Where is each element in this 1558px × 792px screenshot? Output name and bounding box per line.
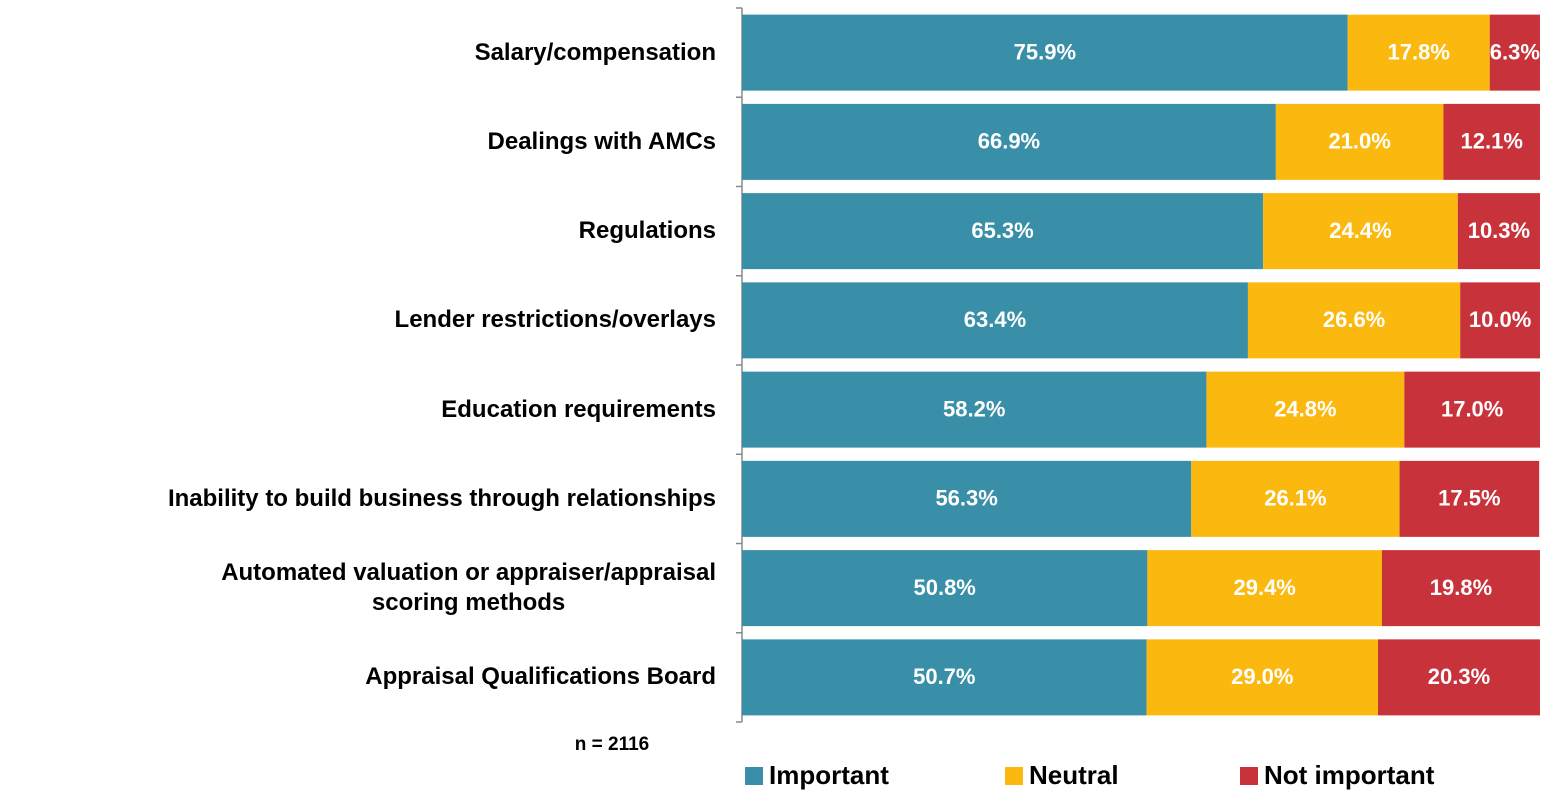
bar-segment (1457, 193, 1540, 270)
bar-segment (1191, 460, 1400, 537)
legend-label: Important (769, 760, 889, 790)
data-label: 26.6% (1323, 307, 1385, 332)
data-label: 12.1% (1461, 129, 1523, 154)
bar-segment (742, 550, 1148, 627)
bar-segment (1378, 639, 1540, 716)
legend-swatch (745, 767, 763, 785)
data-label: 20.3% (1428, 664, 1490, 689)
bar-segment (1146, 639, 1379, 716)
bar-segment (1147, 550, 1382, 627)
data-label: 10.3% (1468, 218, 1530, 243)
bar-segment (742, 460, 1192, 537)
sample-note: n = 2116 (575, 734, 649, 755)
data-label: 19.8% (1430, 575, 1492, 600)
category-label: Inability to build business through rela… (167, 484, 716, 512)
data-label: 65.3% (971, 218, 1033, 243)
legend-label: Not important (1264, 760, 1435, 790)
data-label: 56.3% (935, 486, 997, 511)
category-label: Lender restrictions/overlays (394, 306, 716, 334)
bar-segment (1399, 460, 1540, 537)
data-label: 50.7% (913, 664, 975, 689)
bar-segment (742, 193, 1264, 270)
data-label: 66.9% (978, 129, 1040, 154)
data-label: 24.8% (1274, 396, 1336, 421)
data-label: 50.8% (913, 575, 975, 600)
bar-segment (742, 103, 1276, 180)
bar-segment (1347, 14, 1490, 91)
bar-segment (742, 282, 1248, 359)
data-label: 17.0% (1441, 396, 1503, 421)
bar-segment (742, 371, 1207, 448)
bar-segment (1404, 371, 1540, 448)
data-label: 58.2% (943, 396, 1005, 421)
bar-segment (1247, 282, 1461, 359)
category-label: Appraisal Qualifications Board (365, 663, 716, 691)
bar-segment (1263, 193, 1458, 270)
data-label: 21.0% (1328, 129, 1390, 154)
data-label: 10.0% (1469, 307, 1531, 332)
data-label: 24.4% (1329, 218, 1391, 243)
category-label: Automated valuation or appraiser/apprais… (221, 559, 716, 617)
category-label: Dealings with AMCs (487, 127, 716, 155)
category-label: Salary/compensation (474, 38, 716, 66)
bar-segment (1275, 103, 1444, 180)
legend-swatch (1005, 767, 1023, 785)
legend-swatch (1240, 767, 1258, 785)
bar-segment (1206, 371, 1405, 448)
category-label: Education requirements (441, 395, 716, 423)
bar-segment (1460, 282, 1540, 359)
bar-segment (742, 639, 1147, 716)
bar-segment (1443, 103, 1540, 180)
bar-segment (1381, 550, 1540, 627)
data-label: 17.8% (1388, 39, 1450, 64)
data-label: 29.0% (1231, 664, 1293, 689)
data-label: 17.5% (1438, 486, 1500, 511)
data-label: 63.4% (964, 307, 1026, 332)
bar-segment (1489, 14, 1540, 91)
data-label: 29.4% (1233, 575, 1295, 600)
legend-label: Neutral (1029, 760, 1119, 790)
data-label: 6.3% (1490, 39, 1540, 64)
data-label: 75.9% (1014, 39, 1076, 64)
bar-segment (742, 14, 1348, 91)
category-label: Regulations (578, 217, 716, 245)
data-label: 26.1% (1264, 486, 1326, 511)
